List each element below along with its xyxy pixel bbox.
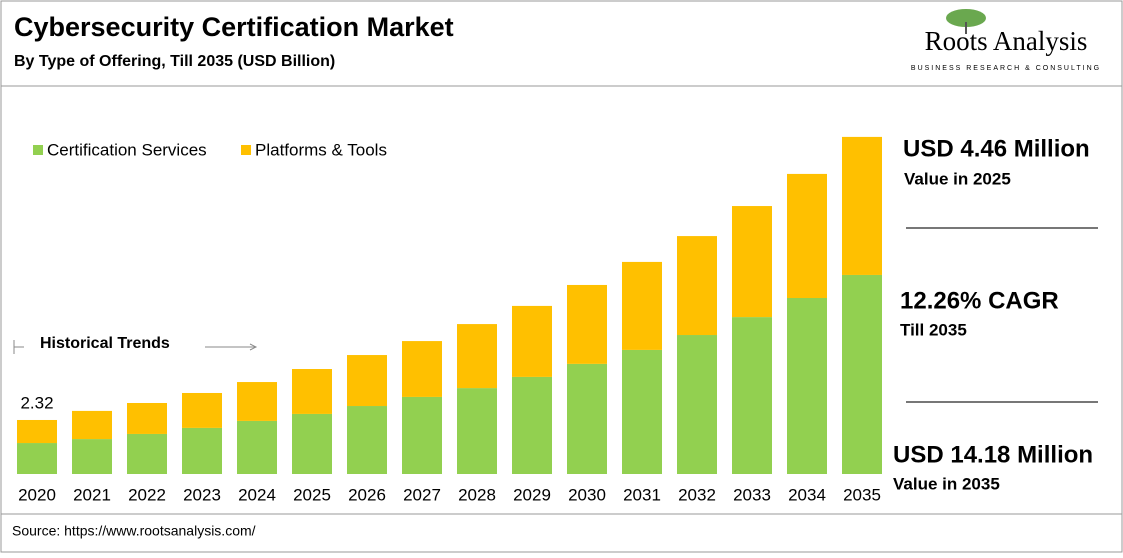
- bar-segment: [127, 433, 167, 474]
- x-tick-label: 2022: [128, 485, 166, 504]
- x-tick-label: 2031: [623, 485, 661, 504]
- bar-segment: [677, 236, 717, 336]
- chart-subtitle: By Type of Offering, Till 2035 (USD Bill…: [14, 53, 335, 70]
- legend-swatch: [33, 145, 43, 155]
- logo-name: Roots Analysis: [925, 26, 1088, 56]
- bar-segment: [842, 136, 882, 275]
- bar-segment: [567, 363, 607, 474]
- x-tick-label: 2034: [788, 485, 826, 504]
- bar-segment: [17, 419, 57, 444]
- x-tick-label: 2021: [73, 485, 111, 504]
- x-tick-label: 2035: [843, 485, 881, 504]
- bar-segment: [457, 388, 497, 474]
- logo: Roots Analysis BUSINESS RESEARCH & CONSU…: [911, 9, 1101, 72]
- bar-segment: [787, 173, 827, 299]
- bar-segment: [622, 349, 662, 474]
- callout-headline: USD 4.46 Million: [903, 135, 1090, 162]
- bar-segment: [182, 392, 222, 428]
- x-tick-label: 2033: [733, 485, 771, 504]
- x-tick-label: 2026: [348, 485, 386, 504]
- bar-segment: [622, 261, 662, 350]
- bar-segment: [17, 443, 57, 474]
- bar-segment: [127, 402, 167, 434]
- callout-headline: USD 14.18 Million: [893, 441, 1093, 468]
- legend-swatch: [241, 145, 251, 155]
- bar-segment: [347, 355, 387, 407]
- bar-segment: [512, 305, 552, 377]
- annotation: Historical Trends: [40, 335, 170, 352]
- source: Source: https://www.rootsanalysis.com/: [12, 523, 256, 539]
- bar-segment: [347, 406, 387, 474]
- bar-segment: [292, 369, 332, 414]
- legend-label: Platforms & Tools: [255, 140, 387, 159]
- x-tick-label: 2027: [403, 485, 441, 504]
- bar-segment: [402, 341, 442, 397]
- bar-segment: [292, 413, 332, 474]
- bar-segment: [457, 324, 497, 389]
- x-tick-label: 2029: [513, 485, 551, 504]
- x-tick-label: 2020: [18, 485, 56, 504]
- bar-segment: [72, 410, 112, 440]
- bar-segment: [72, 439, 112, 474]
- bar-segment: [402, 396, 442, 474]
- x-tick-label: 2028: [458, 485, 496, 504]
- bar-segment: [787, 298, 827, 474]
- callout-headline: 12.26% CAGR: [900, 287, 1059, 314]
- bar-segment: [237, 420, 277, 474]
- bar-segment: [677, 335, 717, 474]
- total-label: 2.32: [20, 393, 53, 412]
- bar-segment: [732, 317, 772, 474]
- x-tick-label: 2030: [568, 485, 606, 504]
- callout-caption: Value in 2035: [893, 474, 1000, 493]
- x-tick-label: 2032: [678, 485, 716, 504]
- bar-segment: [842, 274, 882, 474]
- logo-tree: [946, 9, 986, 27]
- x-tick-label: 2024: [238, 485, 276, 504]
- callout-caption: Value in 2025: [904, 169, 1011, 188]
- callout-caption: Till 2035: [900, 320, 967, 339]
- x-tick-label: 2023: [183, 485, 221, 504]
- annotation-arrow: [205, 343, 258, 351]
- bar-segment: [512, 376, 552, 474]
- logo-tagline: BUSINESS RESEARCH & CONSULTING: [911, 65, 1101, 72]
- bar-segment: [732, 206, 772, 318]
- bar-segment: [237, 382, 277, 421]
- legend-label: Certification Services: [47, 140, 207, 159]
- bar-segment: [567, 284, 607, 364]
- annotation-bracket: [13, 340, 24, 354]
- chart-title: Cybersecurity Certification Market: [14, 12, 454, 42]
- bar-segment: [182, 427, 222, 474]
- x-tick-label: 2025: [293, 485, 331, 504]
